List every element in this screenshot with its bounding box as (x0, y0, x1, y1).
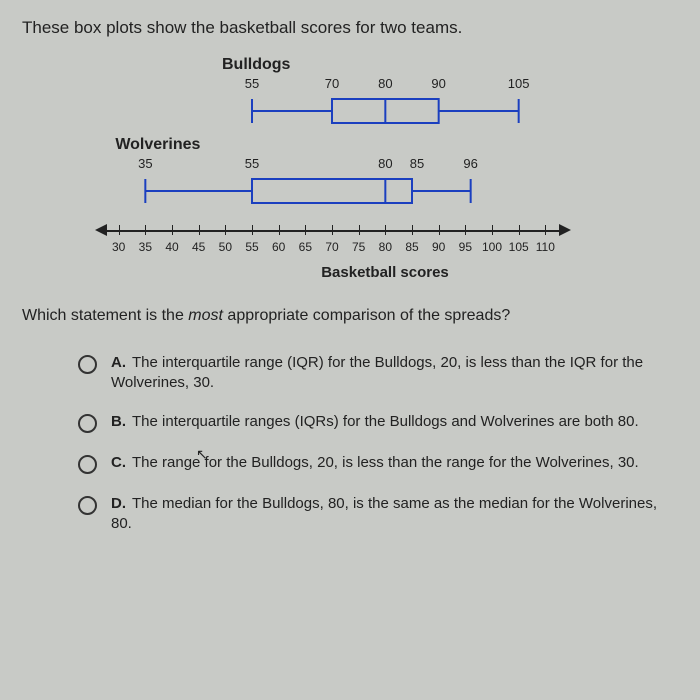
q2-part-a: Which statement is the (22, 307, 188, 324)
axis: 30 35 40 45 50 55 60 65 70 75 80 85 90 95 100 105 110 (92, 222, 678, 262)
axis-title: Basketball scores (92, 264, 678, 281)
radio-c[interactable] (78, 455, 97, 474)
axis-tick-label: 90 (432, 240, 445, 254)
value-label: 55 (245, 156, 259, 171)
option-text: D.The median for the Bulldogs, 80, is th… (111, 494, 678, 533)
axis-tick-label: 110 (536, 240, 555, 254)
axis-tick-label: 30 (112, 240, 125, 254)
team-label-wolverines: Wolverines (115, 136, 678, 154)
axis-tick-label: 95 (459, 240, 472, 254)
boxplot-row-wolverines: 35 55 80 85 96 (92, 156, 678, 216)
axis-tick-label: 60 (272, 240, 285, 254)
answer-option-d[interactable]: D.The median for the Bulldogs, 80, is th… (78, 494, 678, 533)
answer-options: A.The interquartile range (IQR) for the … (78, 353, 678, 533)
axis-tick-label: 40 (165, 240, 178, 254)
axis-tick-label: 100 (482, 240, 502, 254)
axis-tick-label: 70 (325, 240, 338, 254)
value-label: 96 (463, 156, 477, 171)
q2-emphasis: most (188, 307, 223, 324)
option-text: C.The range for the Bulldogs, 20, is les… (111, 453, 639, 473)
radio-b[interactable] (78, 414, 97, 433)
value-label: 80 (378, 156, 392, 171)
boxplot-row-bulldogs: 55 70 80 90 105 (92, 76, 678, 136)
value-label: 55 (245, 76, 259, 91)
axis-tick-label: 45 (192, 240, 205, 254)
chart-area: Bulldogs55708090105Wolverines3555808596 … (92, 56, 678, 281)
value-label: 70 (325, 76, 339, 91)
axis-tick-label: 35 (139, 240, 152, 254)
option-text: A.The interquartile range (IQR) for the … (111, 353, 678, 392)
axis-tick-label: 85 (405, 240, 418, 254)
axis-tick-label: 50 (219, 240, 232, 254)
option-text: B.The interquartile ranges (IQRs) for th… (111, 412, 639, 432)
axis-tick-label: 55 (245, 240, 258, 254)
value-label: 90 (431, 76, 445, 91)
value-label: 35 (138, 156, 152, 171)
boxplot-bulldogs (92, 96, 572, 126)
axis-tick-label: 80 (379, 240, 392, 254)
boxplot-wolverines (92, 176, 572, 206)
heading: These box plots show the basketball scor… (22, 18, 678, 38)
axis-tick-label: 105 (509, 240, 529, 254)
value-label: 80 (378, 76, 392, 91)
comparison-question: Which statement is the most appropriate … (22, 307, 678, 325)
axis-tick-label: 75 (352, 240, 365, 254)
answer-option-b[interactable]: B.The interquartile ranges (IQRs) for th… (78, 412, 678, 433)
answer-option-a[interactable]: A.The interquartile range (IQR) for the … (78, 353, 678, 392)
value-label: 85 (410, 156, 424, 171)
axis-tick-label: 65 (299, 240, 312, 254)
value-label: 105 (508, 76, 530, 91)
answer-option-c[interactable]: C.The range for the Bulldogs, 20, is les… (78, 453, 678, 474)
team-label-bulldogs: Bulldogs (222, 56, 678, 74)
radio-a[interactable] (78, 355, 97, 374)
radio-d[interactable] (78, 496, 97, 515)
q2-part-b: appropriate comparison of the spreads? (223, 307, 510, 324)
